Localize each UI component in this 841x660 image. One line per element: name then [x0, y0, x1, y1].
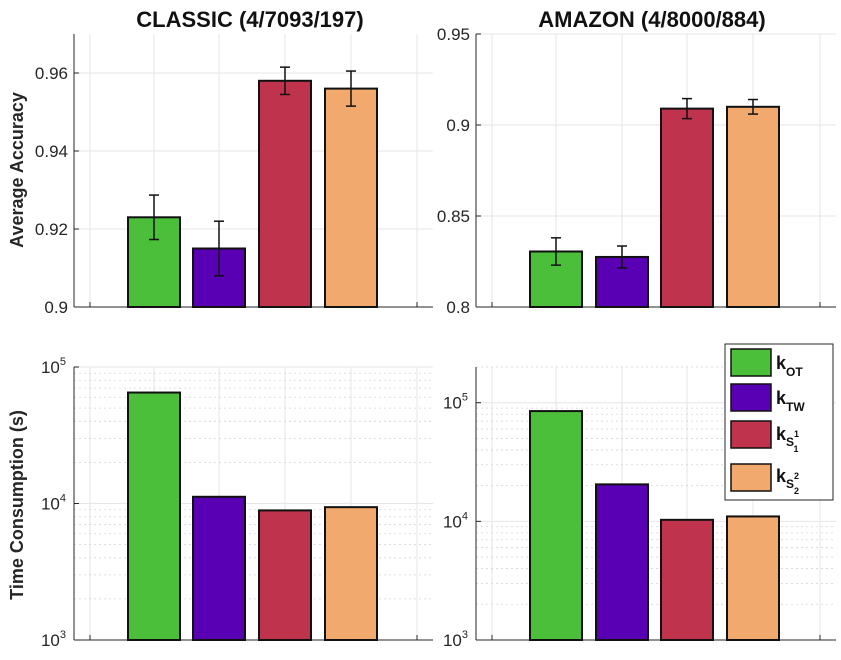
legend-label-ks1: kS1 1: [776, 424, 799, 454]
y-tick-label: 104: [443, 510, 468, 531]
y-tick-label: 0.96: [35, 64, 68, 83]
bar-ks2: [726, 105, 780, 308]
accuracy-ylabel: Average Accuracy: [7, 92, 27, 248]
classic-title: CLASSIC (4/7093/197): [136, 7, 363, 32]
legend-label-ks2: kS2 2: [776, 466, 799, 496]
bar-ktw: [192, 495, 246, 641]
legend-label-kot: kOT: [776, 353, 803, 379]
bar-kot: [127, 391, 181, 641]
y-tick-label: 103: [41, 629, 66, 650]
bar-ks1: [258, 79, 312, 308]
y-tick-label: 0.9: [44, 298, 68, 317]
y-tick-label: 0.8: [446, 298, 470, 317]
y-tick-label: 104: [41, 493, 66, 514]
y-tick-label: 0.92: [35, 220, 68, 239]
bar-ks1: [660, 107, 714, 309]
legend-label-ktw: kTW: [776, 388, 805, 414]
amazon-time-panel: 103 104 105: [443, 366, 836, 650]
y-tick-label: 103: [443, 629, 468, 650]
bar-kot: [529, 250, 583, 309]
bar-ktw: [595, 483, 649, 641]
bar-ks2: [726, 515, 780, 641]
bar-ks2: [324, 506, 378, 642]
time-ylabel: Time Consumption (s): [7, 410, 27, 600]
amazon-title: AMAZON (4/8000/884): [538, 7, 765, 32]
y-tick-label: 0.94: [35, 142, 68, 161]
legend-swatch-ks1: [730, 420, 772, 449]
legend-swatch-ks2: [730, 463, 772, 492]
amazon-accuracy-panel: 0.8 0.85 0.9 0.95: [437, 25, 836, 317]
bar-ks2: [324, 87, 378, 308]
bar-ks1: [660, 518, 714, 641]
legend-swatch-ktw: [730, 383, 772, 412]
legend: kOT kTW kS1 1 kS2 2: [724, 343, 834, 501]
bar-ks1: [258, 509, 312, 641]
legend-swatch-kot: [730, 348, 772, 377]
y-tick-label: 0.95: [437, 25, 470, 44]
classic-time-panel: 103 104 105: [41, 356, 433, 650]
y-tick-label: 105: [41, 356, 66, 377]
bar-kot: [529, 410, 583, 641]
y-tick-label: 0.85: [437, 207, 470, 226]
classic-accuracy-panel: 0.9 0.92 0.94 0.96: [35, 34, 433, 317]
y-tick-label: 0.9: [446, 116, 470, 135]
y-tick-label: 105: [443, 392, 468, 413]
